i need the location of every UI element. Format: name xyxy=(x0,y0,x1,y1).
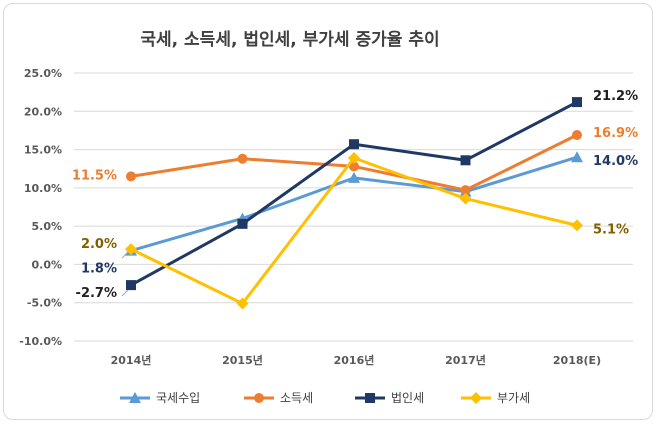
series-group xyxy=(125,97,583,310)
legend-label: 소득세 xyxy=(280,391,313,405)
data-point xyxy=(126,171,136,182)
data-label: 21.2% xyxy=(593,89,638,104)
legend-item-국세수입: 국세수입 xyxy=(120,391,200,405)
data-point xyxy=(348,151,360,164)
legend-label: 부가세 xyxy=(497,391,530,405)
data-point xyxy=(254,393,264,403)
y-tick-label: 15.0% xyxy=(24,144,62,157)
x-tick-label: 2014년 xyxy=(111,353,152,367)
y-tick-label: 25.0% xyxy=(24,67,62,80)
data-point xyxy=(349,139,359,150)
y-tick-label: -10.0% xyxy=(19,335,62,348)
data-point xyxy=(460,155,471,166)
data-point xyxy=(126,280,136,291)
legend-item-부가세: 부가세 xyxy=(461,391,530,405)
data-point xyxy=(349,161,359,172)
data-point xyxy=(237,153,248,164)
chart-title: 국세, 소득세, 법인세, 부가세 증가율 추이 xyxy=(140,30,439,50)
series-소득세 xyxy=(126,130,582,196)
data-label: 5.1% xyxy=(593,222,629,237)
gridlines xyxy=(74,72,633,342)
data-point xyxy=(460,185,471,196)
y-tick-label: 0.0% xyxy=(31,258,62,271)
series-법인세 xyxy=(126,97,582,291)
data-point xyxy=(572,97,582,108)
data-labels: 1.8% 14.0% 11.5% 16.9% -2.7% 21.2% 2.0% 5.1% xyxy=(72,89,638,301)
data-point xyxy=(571,219,583,232)
x-tick-label: 2017년 xyxy=(445,353,486,367)
legend-label: 국세수입 xyxy=(156,391,200,405)
series-부가세 xyxy=(125,151,583,310)
data-point xyxy=(348,171,360,183)
y-tick-label: 5.0% xyxy=(31,220,62,233)
y-tick-label: -5.0% xyxy=(27,297,62,310)
data-point xyxy=(459,192,472,205)
data-point xyxy=(572,130,582,141)
y-axis: -10.0% -5.0% 0.0% 5.0% 10.0% 15.0% 20.0% 25.0% xyxy=(19,67,62,348)
leader-line xyxy=(121,289,129,297)
x-tick-label: 2016년 xyxy=(334,353,375,367)
data-point xyxy=(129,392,141,403)
legend-label: 법인세 xyxy=(391,391,424,405)
data-point xyxy=(236,297,249,310)
x-tick-label: 2018(E) xyxy=(553,354,601,367)
data-point xyxy=(365,393,375,403)
y-tick-label: 20.0% xyxy=(24,105,62,118)
data-point xyxy=(571,151,583,163)
data-label: -2.7% xyxy=(76,286,117,301)
legend-item-소득세: 소득세 xyxy=(244,391,313,405)
data-label: 1.8% xyxy=(81,262,117,277)
legend: 국세수입 소득세 법인세 부가세 xyxy=(120,391,530,405)
data-point xyxy=(237,218,248,229)
x-axis: 2014년 2015년 2016년 2017년 2018(E) xyxy=(111,353,601,367)
legend-item-법인세: 법인세 xyxy=(355,391,424,405)
data-label: 2.0% xyxy=(81,237,117,252)
leader-line xyxy=(121,251,129,259)
data-label: 16.9% xyxy=(593,126,638,141)
data-label: 14.0% xyxy=(593,154,638,169)
data-point xyxy=(470,392,482,404)
series-line xyxy=(130,100,578,287)
data-label: 11.5% xyxy=(72,168,117,183)
y-tick-label: 10.0% xyxy=(24,182,62,195)
x-tick-label: 2015년 xyxy=(222,353,263,367)
